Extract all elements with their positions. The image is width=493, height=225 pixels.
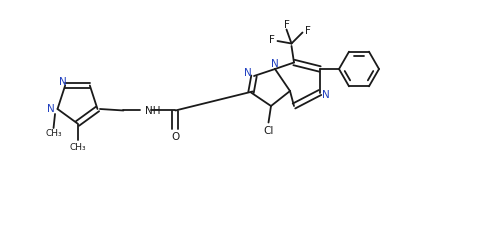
Text: N: N <box>322 89 330 99</box>
Text: N: N <box>271 59 279 69</box>
Text: F: F <box>305 26 311 36</box>
Text: NH: NH <box>145 106 161 115</box>
Text: CH₃: CH₃ <box>69 142 86 151</box>
Text: Cl: Cl <box>263 125 274 135</box>
Text: N: N <box>47 104 55 113</box>
Text: O: O <box>172 132 179 142</box>
Text: F: F <box>283 20 289 30</box>
Text: N: N <box>59 76 67 86</box>
Text: CH₃: CH₃ <box>45 129 62 138</box>
Text: N: N <box>244 68 251 78</box>
Text: F: F <box>269 34 275 44</box>
